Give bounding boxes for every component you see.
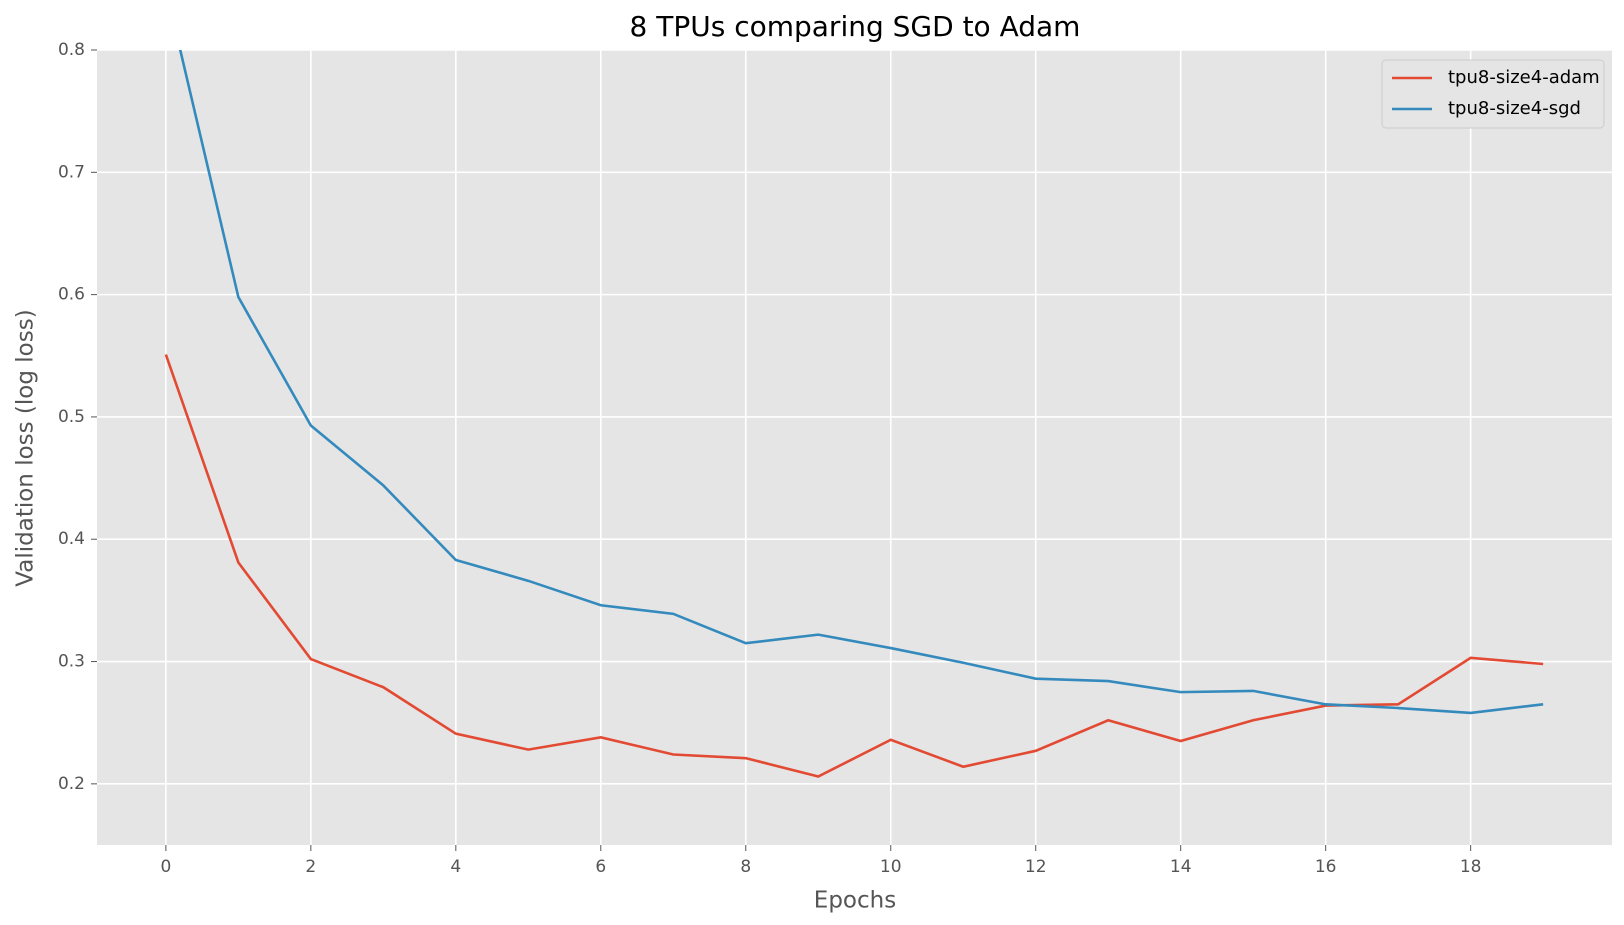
x-tick-label: 10 bbox=[880, 857, 902, 877]
x-tick-label: 2 bbox=[305, 857, 316, 877]
plot-area bbox=[97, 50, 1612, 845]
x-tick-label: 18 bbox=[1460, 857, 1482, 877]
y-tick-label: 0.3 bbox=[58, 652, 85, 672]
y-axis-label: Validation loss (log loss) bbox=[13, 309, 39, 586]
x-tick-label: 16 bbox=[1315, 857, 1337, 877]
legend-box bbox=[1381, 59, 1605, 129]
line-series bbox=[164, 354, 1544, 778]
grid bbox=[91, 49, 1612, 851]
x-tick-label: 6 bbox=[595, 857, 606, 877]
y-tick-label: 0.8 bbox=[58, 40, 85, 60]
chart-title: 8 TPUs comparing SGD to Adam bbox=[630, 10, 1081, 43]
legend: tpu8-size4-adam tpu8-size4-sgd bbox=[1381, 59, 1605, 129]
y-tick-label: 0.5 bbox=[58, 407, 85, 427]
x-tick-label: 4 bbox=[450, 857, 461, 877]
x-axis-label: Epochs bbox=[814, 888, 896, 914]
y-tick-label: 0.7 bbox=[58, 162, 85, 182]
y-tick-label: 0.4 bbox=[58, 529, 85, 549]
legend-label: tpu8-size4-sgd bbox=[1448, 98, 1581, 119]
y-tick-label: 0.6 bbox=[58, 285, 85, 305]
legend-label: tpu8-size4-adam bbox=[1448, 67, 1600, 88]
x-tick-label: 14 bbox=[1170, 857, 1192, 877]
lines bbox=[164, 50, 1544, 778]
x-tick-label: 0 bbox=[160, 857, 171, 877]
x-tick-label: 8 bbox=[740, 857, 751, 877]
line-series bbox=[178, 50, 1544, 715]
x-tick-label: 12 bbox=[1025, 857, 1047, 877]
y-tick-label: 0.2 bbox=[58, 774, 85, 794]
